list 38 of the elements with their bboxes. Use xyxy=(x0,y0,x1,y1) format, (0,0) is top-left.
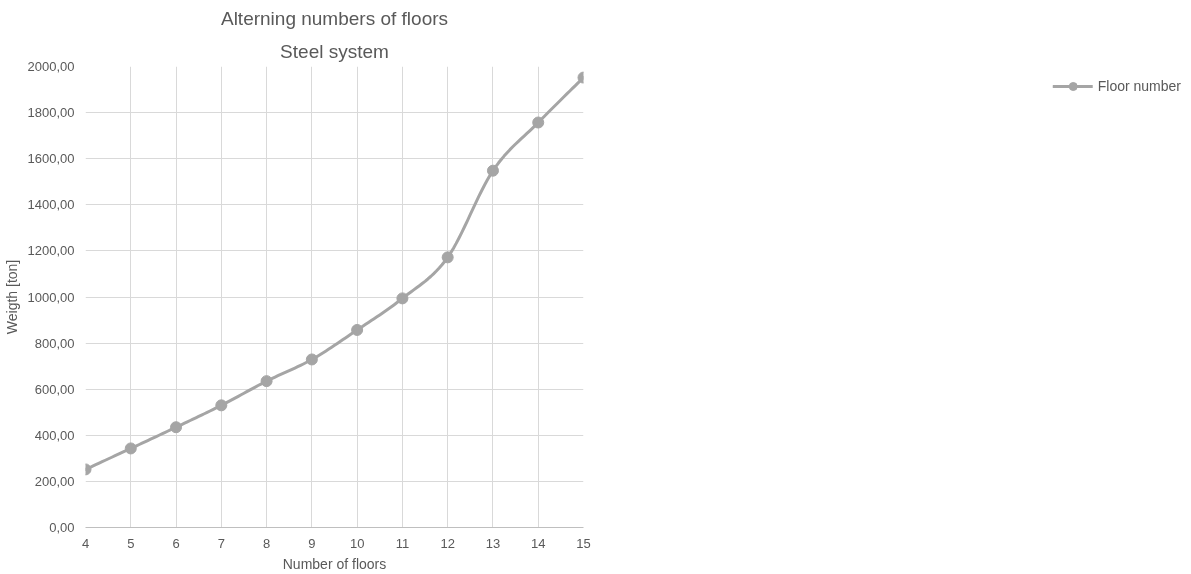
point xyxy=(170,421,183,434)
x-tick-label: 4 xyxy=(81,535,90,551)
y-tick-label: 200,00 xyxy=(34,473,75,489)
point xyxy=(124,442,137,455)
y-tick-label: 400,00 xyxy=(34,427,75,443)
y-tick-label: 1400,00 xyxy=(27,197,75,213)
y-tick-label: 1000,00 xyxy=(27,289,75,305)
legend-label: Floor number xyxy=(1097,78,1181,94)
point xyxy=(215,399,228,412)
point xyxy=(486,164,499,177)
y-tick-label: 2000,00 xyxy=(27,59,75,74)
point xyxy=(351,323,364,336)
point xyxy=(532,116,545,129)
x-axis-title: Number of floors xyxy=(282,555,387,572)
x-tick-label: 10 xyxy=(349,535,365,551)
point xyxy=(260,375,273,388)
chart-title: Alterning numbers of floors xyxy=(220,7,449,29)
point xyxy=(441,251,454,264)
x-tick-label: 13 xyxy=(485,535,501,551)
x-tick-label: 8 xyxy=(262,535,271,551)
x-tick-label: 6 xyxy=(172,535,180,551)
x-tick-label: 14 xyxy=(531,535,546,551)
point xyxy=(396,292,409,305)
x-tick-label: 7 xyxy=(217,535,225,551)
y-tick-label: 600,00 xyxy=(34,381,75,397)
x-tick-label: 11 xyxy=(395,535,410,551)
chart-subtitle: Steel system xyxy=(280,40,389,62)
y-axis-title: Weigth [ton] xyxy=(3,259,20,335)
point xyxy=(305,353,318,366)
x-tick-label: 12 xyxy=(440,535,455,551)
x-tick-label: 5 xyxy=(127,535,135,551)
x-tick-label: 15 xyxy=(576,535,591,551)
y-tick-label: 1200,00 xyxy=(27,243,75,259)
x-tick-label: 9 xyxy=(308,535,316,551)
y-tick-label: 0,00 xyxy=(49,520,75,535)
y-tick-label: 1800,00 xyxy=(27,105,75,121)
y-tick-label: 800,00 xyxy=(34,335,75,351)
y-tick-label: 1600,00 xyxy=(27,151,75,167)
